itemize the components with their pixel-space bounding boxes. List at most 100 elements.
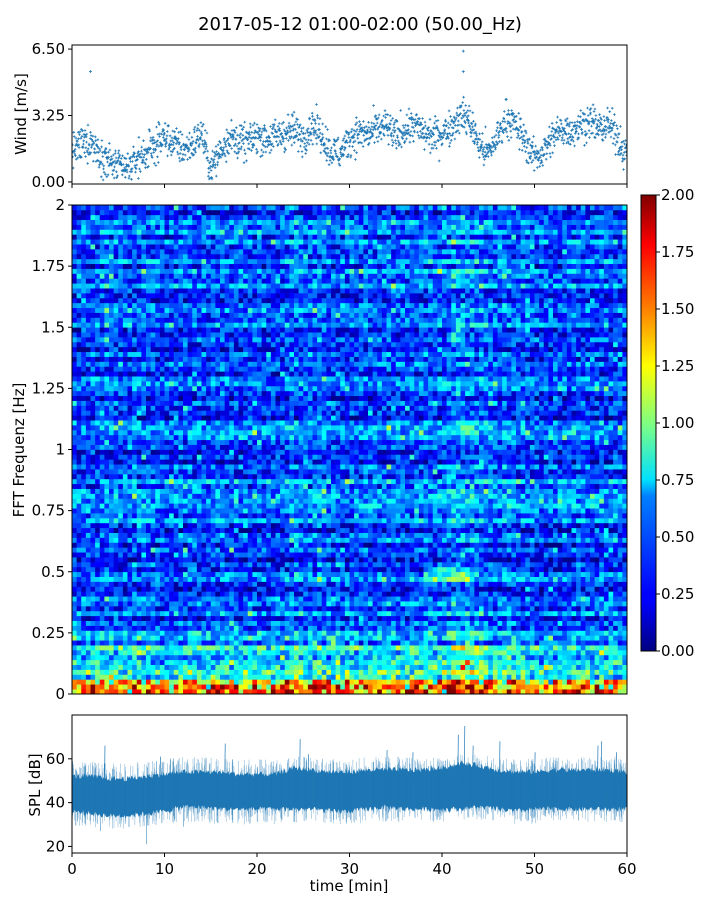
spectrogram-cell bbox=[243, 415, 249, 421]
spectrogram-cell bbox=[238, 288, 244, 294]
spectrogram-cell bbox=[224, 513, 230, 519]
spectrogram-cell bbox=[238, 522, 244, 529]
spectrogram-cell bbox=[206, 415, 212, 421]
spectrogram-cell bbox=[146, 527, 151, 533]
spectrogram-cell bbox=[146, 224, 151, 230]
spectrogram-cell bbox=[233, 420, 239, 426]
spectrogram-cell bbox=[159, 689, 165, 695]
spectrogram-cell bbox=[261, 219, 267, 225]
spectrogram-cell bbox=[289, 493, 295, 499]
spectrogram-cell bbox=[85, 332, 91, 338]
spectrogram-cell bbox=[210, 302, 216, 309]
spectrogram-cell bbox=[284, 361, 290, 367]
spectrogram-cell bbox=[229, 209, 235, 216]
spectrogram-cell bbox=[243, 209, 249, 216]
spectrogram-cell bbox=[122, 346, 128, 353]
spectrogram-cell bbox=[187, 654, 193, 661]
spectrogram-cell bbox=[210, 469, 216, 475]
spectrogram-cell bbox=[196, 449, 202, 455]
spectrogram-cell bbox=[247, 674, 253, 680]
spectrogram-cell bbox=[164, 679, 170, 685]
spectrogram-cell bbox=[266, 366, 272, 372]
spectrogram-cell bbox=[224, 395, 230, 401]
spectrogram-cell bbox=[72, 385, 77, 392]
spectrogram-cell bbox=[85, 610, 91, 617]
spectrogram-cell bbox=[238, 684, 244, 690]
spectrogram-cell bbox=[150, 361, 156, 367]
spectrogram-cell bbox=[136, 664, 142, 670]
spectrogram-cell bbox=[243, 571, 249, 577]
spectrogram-cell bbox=[99, 576, 105, 582]
spectrogram-cell bbox=[210, 537, 216, 543]
spectrogram-cell bbox=[109, 635, 114, 641]
spectrogram-cell bbox=[136, 263, 142, 269]
spectrogram-cell bbox=[76, 586, 82, 592]
spectrogram-cell bbox=[187, 439, 193, 445]
spectrogram-cell bbox=[127, 234, 133, 240]
spectrogram-cell bbox=[187, 312, 193, 318]
spectrogram-cell bbox=[85, 302, 91, 309]
spectrogram-cell bbox=[136, 209, 142, 216]
spectrogram-cell bbox=[275, 649, 281, 656]
spectrogram-cell bbox=[196, 464, 202, 470]
spectrogram-cell bbox=[270, 444, 276, 450]
spectrogram-cell bbox=[159, 381, 165, 387]
spectrogram-cell bbox=[141, 234, 147, 240]
spectrogram-cell bbox=[257, 679, 262, 685]
spectrogram-cell bbox=[206, 390, 212, 397]
spectrogram-cell bbox=[72, 258, 77, 265]
spectrogram-cell bbox=[169, 337, 175, 343]
spectrogram-cell bbox=[76, 640, 82, 646]
spectrogram-cell bbox=[81, 268, 87, 274]
spectrogram-cell bbox=[215, 669, 221, 675]
spectrogram-cell bbox=[280, 561, 286, 568]
spectrogram-cell bbox=[136, 679, 142, 685]
spectrogram-cell bbox=[141, 527, 147, 533]
spectrogram-cell bbox=[275, 469, 281, 475]
spectrogram-cell bbox=[243, 689, 249, 695]
spectrogram-cell bbox=[164, 547, 170, 553]
spectrogram-cell bbox=[132, 385, 138, 392]
spectrogram-cell bbox=[280, 674, 286, 680]
spectrogram-cell bbox=[72, 552, 77, 558]
spectrogram-cell bbox=[146, 498, 151, 504]
spectrogram-cell bbox=[95, 234, 101, 240]
spectrogram-cell bbox=[81, 449, 87, 455]
spectrogram-cell bbox=[243, 410, 249, 416]
spectrogram-cell bbox=[104, 439, 110, 445]
spectrogram-cell bbox=[164, 239, 170, 245]
spectrogram-cell bbox=[210, 449, 216, 455]
spectrogram-cell bbox=[90, 527, 96, 533]
spectrogram-cell bbox=[118, 288, 124, 294]
spectrogram-cell bbox=[294, 346, 299, 353]
spectrogram-cell bbox=[298, 669, 304, 675]
spectrogram-cell bbox=[187, 586, 193, 592]
spectrogram-cell bbox=[164, 244, 170, 250]
spectrogram-cell bbox=[238, 205, 244, 211]
spectrogram-cell bbox=[252, 356, 258, 362]
spectrogram-cell bbox=[76, 630, 82, 636]
spectrogram-cell bbox=[294, 537, 299, 543]
spectrogram-cell bbox=[206, 649, 212, 656]
spectrogram-cell bbox=[173, 601, 179, 607]
spectrogram-cell bbox=[201, 351, 207, 357]
spectrogram-cell bbox=[247, 293, 253, 299]
spectrogram-cell bbox=[233, 503, 239, 509]
spectrogram-cell bbox=[210, 684, 216, 690]
wind-ytick-label: 0.00 bbox=[32, 173, 65, 191]
spectrogram-cell bbox=[243, 307, 249, 313]
spectrogram-cell bbox=[122, 244, 128, 250]
spectrogram-cell bbox=[159, 508, 165, 514]
spectrogram-cell bbox=[289, 258, 295, 265]
spectrogram-cell bbox=[196, 640, 202, 646]
spectrogram-cell bbox=[141, 542, 147, 548]
spectrogram-cell bbox=[289, 410, 295, 416]
spectrogram-cell bbox=[164, 498, 170, 504]
spectrogram-cell bbox=[294, 586, 299, 592]
spectrogram-cell bbox=[155, 297, 161, 304]
spectrogram-cell bbox=[99, 429, 105, 436]
spectrogram-cell bbox=[146, 395, 151, 401]
spectrogram-cell bbox=[72, 444, 77, 450]
spectrogram-cell bbox=[192, 429, 198, 436]
spectrogram-cell bbox=[99, 498, 105, 504]
